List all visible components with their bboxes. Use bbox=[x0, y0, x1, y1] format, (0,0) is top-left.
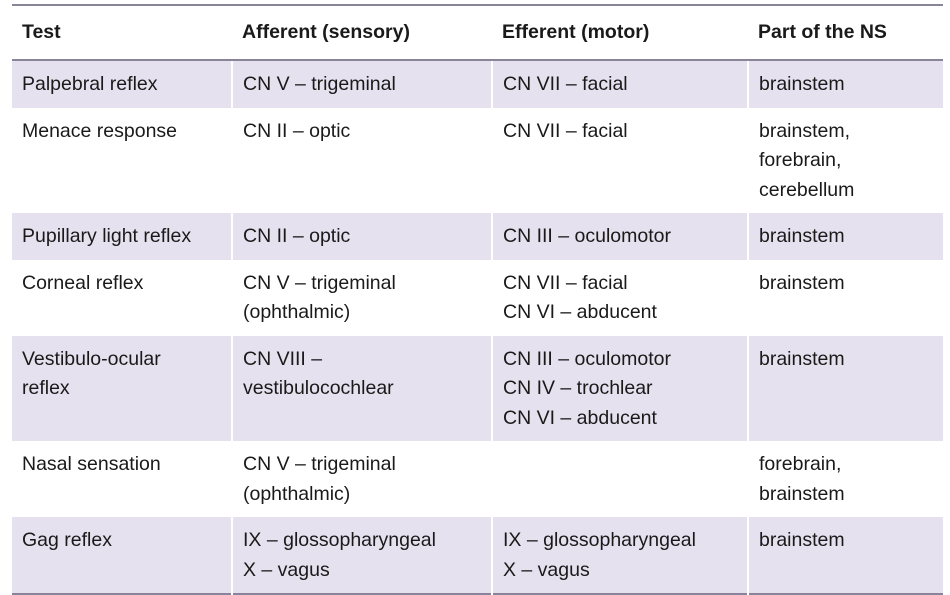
cell-line: forebrain, bbox=[759, 453, 842, 475]
cell-line: cerebellum bbox=[759, 178, 855, 201]
cell-line: brainstem bbox=[759, 225, 845, 247]
cell-afferent: CN VIII – vestibulocochlear bbox=[231, 335, 492, 441]
cell-line: Pupillary light reflex bbox=[22, 225, 192, 247]
table-row: Corneal reflex CN V – trigeminal (ophthalm… bbox=[12, 259, 943, 336]
cell-efferent: CN VII – facial CN VI – abducent bbox=[491, 259, 748, 336]
table-row: Pupillary light reflex CN II – optic CN II… bbox=[12, 213, 943, 260]
cell-line: (ophthalmic) bbox=[243, 482, 351, 505]
cell-ns: forebrain, brainstem bbox=[747, 441, 943, 517]
cell-line: CN V – trigeminal bbox=[243, 453, 396, 475]
cell-afferent: IX – glossopharyngeal X – vagus bbox=[231, 517, 492, 594]
header-row: Test Afferent (sensory) Efferent (motor)… bbox=[12, 5, 943, 61]
cell-efferent: IX – glossopharyngeal X – vagus bbox=[491, 517, 748, 594]
cell-line: brainstem bbox=[759, 529, 845, 551]
cell-line: IX – glossopharyngeal bbox=[243, 529, 436, 551]
cell-line: brainstem bbox=[759, 347, 845, 370]
cell-line: CN III – oculomotor bbox=[503, 347, 671, 370]
cell-line: Nasal sensation bbox=[22, 453, 161, 475]
cell-ns: brainstem, forebrain, cerebellum bbox=[747, 107, 943, 213]
cell-line: Palpebral reflex bbox=[22, 73, 158, 95]
cell-line: Vestibulo-ocular bbox=[22, 347, 161, 370]
cell-line: (ophthalmic) bbox=[243, 301, 351, 323]
cell-line: brainstem, bbox=[759, 119, 851, 142]
table-row: Vestibulo-ocular reflex CN VIII – vestibulo… bbox=[12, 335, 943, 441]
table-row: Gag reflex IX – glossopharyngeal X – vagus… bbox=[12, 517, 943, 594]
cell-line: X – vagus bbox=[503, 558, 590, 581]
cell-line: brainstem bbox=[759, 482, 845, 505]
cell-ns: brainstem bbox=[747, 335, 943, 441]
cell-test: Nasal sensation bbox=[12, 441, 232, 517]
cell-test: Pupillary light reflex bbox=[12, 213, 232, 260]
cell-line: Corneal reflex bbox=[22, 271, 144, 294]
cell-line: forebrain, bbox=[759, 149, 842, 171]
cell-ns: brainstem bbox=[747, 60, 943, 108]
cell-line: CN IV – trochlear bbox=[503, 377, 653, 399]
cell-ns: brainstem bbox=[747, 259, 943, 336]
cell-test: Palpebral reflex bbox=[12, 60, 232, 108]
cell-line: CN II – optic bbox=[243, 119, 351, 142]
cell-line: CN III – oculomotor bbox=[503, 225, 671, 247]
header-efferent: Efferent (motor) bbox=[492, 5, 748, 61]
cell-afferent: CN V – trigeminal bbox=[231, 60, 492, 108]
cell-line: reflex bbox=[22, 377, 70, 399]
cell-afferent: CN V – trigeminal (ophthalmic) bbox=[231, 441, 492, 517]
header-afferent: Afferent (sensory) bbox=[232, 5, 492, 61]
cell-line: Gag reflex bbox=[22, 529, 112, 551]
cell-line: IX – glossopharyngeal bbox=[503, 529, 696, 551]
cell-line: CN V – trigeminal bbox=[243, 271, 396, 294]
cell-efferent: CN III – oculomotor CN IV – trochlear CN V… bbox=[491, 335, 748, 441]
cell-test: Menace response bbox=[12, 108, 232, 214]
cell-line: brainstem bbox=[759, 271, 845, 294]
cell-line: vestibulocochlear bbox=[243, 377, 394, 399]
cell-efferent: CN III – oculomotor bbox=[491, 213, 748, 260]
table-row: Menace response CN II – optic CN VII – fac… bbox=[12, 107, 943, 214]
cell-efferent: CN VII – facial bbox=[491, 107, 748, 213]
cell-line: CN VII – facial bbox=[503, 119, 628, 142]
cell-test: Corneal reflex bbox=[12, 260, 232, 336]
reflex-table: Test Afferent (sensory) Efferent (motor)… bbox=[12, 4, 943, 595]
cell-line: CN VII – facial bbox=[503, 271, 628, 294]
table-row: Palpebral reflex CN V – trigeminal CN VII … bbox=[12, 60, 943, 108]
cell-line: CN VI – abducent bbox=[503, 406, 657, 429]
cell-test: Vestibulo-ocular reflex bbox=[12, 335, 232, 441]
cell-line: CN VI – abducent bbox=[503, 301, 657, 323]
cell-line: CN V – trigeminal bbox=[243, 73, 396, 95]
cell-ns: brainstem bbox=[747, 213, 943, 260]
cell-efferent bbox=[491, 441, 748, 517]
cell-line: X – vagus bbox=[243, 558, 330, 581]
cell-line: CN VIII – bbox=[243, 347, 323, 370]
cell-line: CN VII – facial bbox=[503, 73, 628, 95]
cell-afferent: CN II – optic bbox=[231, 107, 492, 213]
header-test: Test bbox=[12, 5, 232, 61]
cell-line: brainstem bbox=[759, 73, 845, 95]
cell-line: Menace response bbox=[22, 119, 178, 142]
header-ns: Part of the NS bbox=[748, 5, 943, 61]
cell-efferent: CN VII – facial bbox=[491, 60, 748, 108]
cell-ns: brainstem bbox=[747, 517, 943, 594]
cell-afferent: CN V – trigeminal (ophthalmic) bbox=[231, 259, 492, 336]
cell-test: Gag reflex bbox=[12, 517, 232, 594]
cell-afferent: CN II – optic bbox=[231, 213, 492, 260]
cell-line: CN II – optic bbox=[243, 225, 351, 247]
table-row: Nasal sensation CN V – trigeminal (ophthal… bbox=[12, 441, 943, 517]
